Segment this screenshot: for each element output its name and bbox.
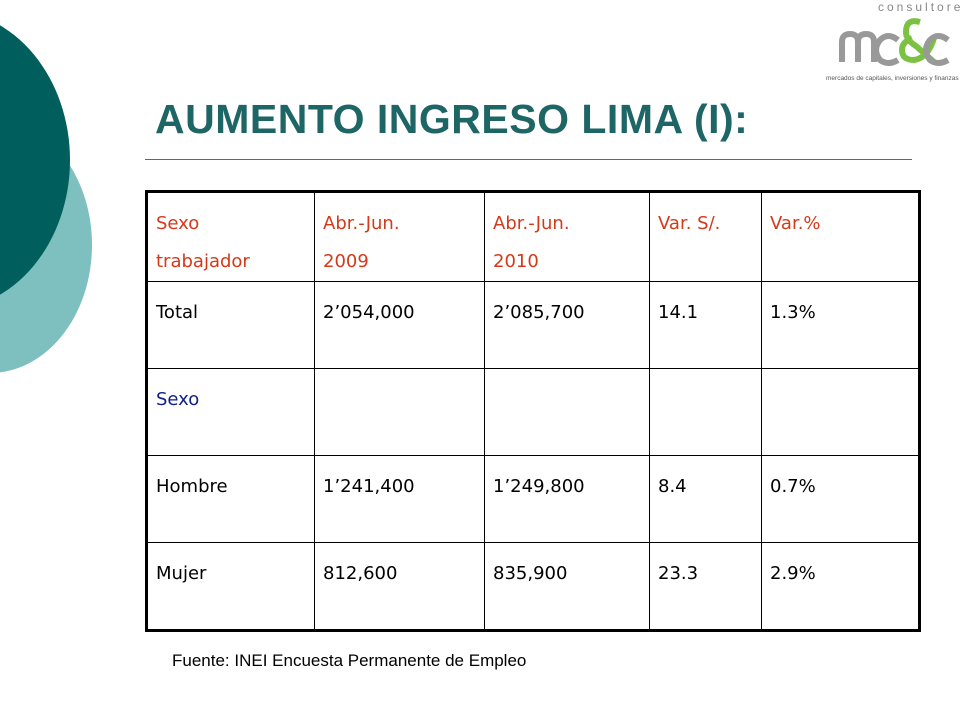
- table-cell: [761, 368, 920, 456]
- table-row: Total 2’054,000 2’085,700 14.1 1.3%: [146, 281, 920, 369]
- header-row: Sexo trabajador Abr.-Jun. 2009 Abr.-Jun. 2…: [146, 191, 920, 282]
- header-cell: Abr.-Jun. 2009: [314, 191, 485, 282]
- table-cell: 8.4: [649, 455, 762, 543]
- slide-title: AUMENTO INGRESO LIMA (I):: [155, 96, 749, 142]
- header-text: Abr.-Jun. 2009: [323, 213, 400, 272]
- header-text: Sexo trabajador: [156, 213, 250, 272]
- table-cell: Mujer: [146, 542, 315, 631]
- table-row: Sexo: [146, 368, 920, 456]
- header-cell: Sexo trabajador: [146, 191, 315, 282]
- cell-text: 2.9%: [770, 563, 816, 584]
- table-header: Sexo trabajador Abr.-Jun. 2009 Abr.-Jun. 2…: [146, 191, 920, 282]
- table-cell: 812,600: [314, 542, 485, 631]
- header-cell: Abr.-Jun. 2010: [484, 191, 650, 282]
- table-row: Mujer 812,600 835,900 23.3 2.9%: [146, 542, 920, 631]
- cell-text: Total: [156, 302, 199, 323]
- cell-text: Sexo: [156, 389, 200, 410]
- table-cell: 2.9%: [761, 542, 920, 631]
- table-cell: Sexo: [146, 368, 315, 456]
- logo-name: consultores: [878, 0, 960, 14]
- table-cell: [484, 368, 650, 456]
- cell-text: 2’054,000: [323, 302, 415, 323]
- table-cell: [314, 368, 485, 456]
- cell-text: Hombre: [156, 476, 228, 497]
- table-cell: Total: [146, 281, 315, 369]
- title-rule: [145, 159, 912, 160]
- cell-text: Mujer: [156, 563, 207, 584]
- table-cell: 0.7%: [761, 455, 920, 543]
- data-table: Sexo trabajador Abr.-Jun. 2009 Abr.-Jun. 2…: [145, 190, 921, 632]
- dark-circle: [0, 25, 70, 295]
- cell-text: 14.1: [658, 302, 699, 323]
- table-body: Total 2’054,000 2’085,700 14.1 1.3% Sexo Hombr…: [146, 281, 920, 631]
- table-cell: 1’241,400: [314, 455, 485, 543]
- source-note: Fuente: INEI Encuesta Permanente de Empl…: [172, 651, 527, 670]
- table-cell: 2’085,700: [484, 281, 650, 369]
- table-cell: 1’249,800: [484, 455, 650, 543]
- header-text: Abr.-Jun. 2010: [493, 213, 570, 272]
- cell-text: 8.4: [658, 476, 687, 497]
- logo-mark: [839, 18, 950, 66]
- cell-text: 2’085,700: [493, 302, 585, 323]
- cell-text: 835,900: [493, 563, 568, 584]
- table-cell: 23.3: [649, 542, 762, 631]
- table-cell: 835,900: [484, 542, 650, 631]
- header-text: Var. S/.: [658, 213, 721, 234]
- cell-text: 1’241,400: [323, 476, 415, 497]
- cell-text: 1’249,800: [493, 476, 585, 497]
- table-cell: 14.1: [649, 281, 762, 369]
- table-cell: Hombre: [146, 455, 315, 543]
- cell-text: 23.3: [658, 563, 699, 584]
- cell-text: 0.7%: [770, 476, 816, 497]
- table-cell: [649, 368, 762, 456]
- header-cell: Var. S/.: [649, 191, 762, 282]
- header-cell: Var.%: [761, 191, 920, 282]
- logo-tagline: mercados de capitales, inversiones y fin…: [826, 75, 959, 82]
- header-text: Var.%: [770, 213, 821, 234]
- cell-text: 812,600: [323, 563, 398, 584]
- cell-text: 1.3%: [770, 302, 816, 323]
- table-row: Hombre 1’241,400 1’249,800 8.4 0.7%: [146, 455, 920, 543]
- table-cell: 2’054,000: [314, 281, 485, 369]
- table-cell: 1.3%: [761, 281, 920, 369]
